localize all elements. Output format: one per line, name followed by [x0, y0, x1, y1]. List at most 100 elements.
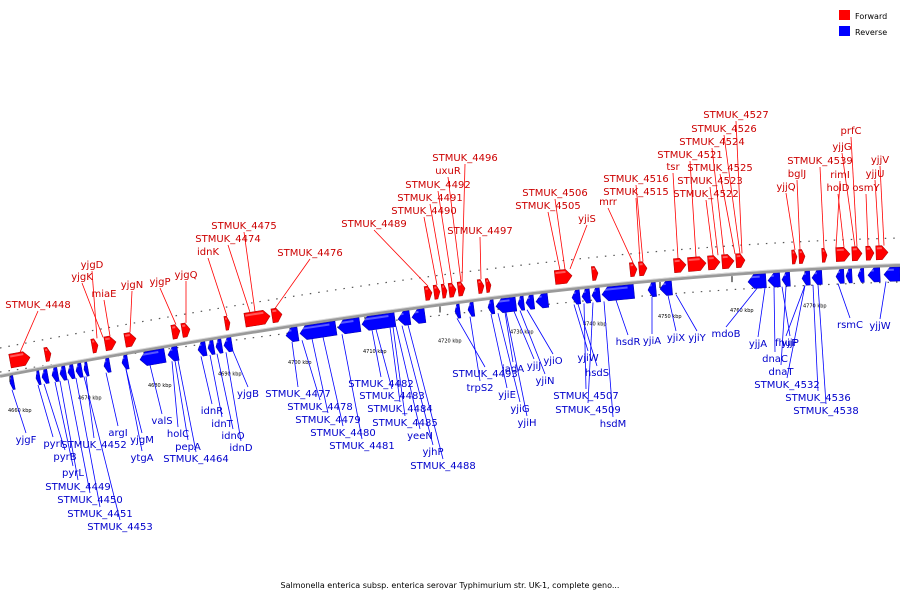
forward-gene-label[interactable]: STMUK_4527 [703, 110, 768, 121]
forward-gene[interactable] [123, 332, 137, 348]
reverse-gene[interactable] [167, 346, 180, 362]
forward-gene-label[interactable]: STMUK_4526 [691, 124, 756, 135]
reverse-gene[interactable] [487, 299, 496, 315]
forward-gene[interactable] [638, 261, 648, 277]
forward-gene[interactable] [687, 256, 707, 272]
reverse-gene[interactable] [103, 357, 112, 373]
reverse-gene-label[interactable]: yjiN [536, 376, 555, 387]
reverse-gene[interactable] [285, 326, 300, 343]
forward-gene-label[interactable]: STMUK_4492 [405, 180, 470, 191]
forward-gene[interactable] [456, 281, 466, 297]
forward-gene[interactable] [629, 262, 638, 278]
reverse-gene-label[interactable]: yjiH [518, 418, 537, 429]
forward-gene-label[interactable]: STMUK_4521 [657, 150, 722, 161]
forward-gene-label[interactable]: yjgQ [175, 270, 198, 281]
reverse-gene-label[interactable]: STMUK_4478 [287, 402, 352, 413]
reverse-gene[interactable] [9, 375, 16, 391]
forward-gene-label[interactable]: tsr [666, 162, 680, 173]
reverse-gene-label[interactable]: pepA [175, 442, 201, 453]
forward-gene-label[interactable]: STMUK_4491 [397, 193, 462, 204]
reverse-gene-label[interactable]: STMUK_4453 [87, 522, 152, 533]
reverse-gene-label[interactable]: yjgF [16, 435, 37, 446]
forward-gene-label[interactable]: STMUK_4474 [195, 234, 260, 245]
reverse-gene-label[interactable]: idnT [211, 419, 233, 430]
reverse-gene[interactable] [41, 368, 50, 384]
forward-gene[interactable] [865, 245, 875, 261]
reverse-gene-label[interactable]: yjgM [130, 435, 154, 446]
reverse-gene[interactable] [223, 337, 234, 353]
forward-gene[interactable] [851, 246, 863, 262]
forward-gene-label[interactable]: STMUK_4489 [341, 219, 406, 230]
forward-gene-label[interactable]: bglJ [788, 169, 806, 180]
reverse-gene[interactable] [215, 338, 224, 354]
forward-gene[interactable] [476, 279, 485, 294]
forward-gene-label[interactable]: STMUK_4497 [447, 226, 512, 237]
reverse-gene-label[interactable]: yjiY [688, 333, 706, 344]
reverse-gene[interactable] [83, 361, 90, 377]
forward-gene[interactable] [673, 258, 687, 274]
reverse-gene[interactable] [75, 362, 84, 378]
reverse-gene[interactable] [35, 370, 42, 386]
forward-gene-label[interactable]: STMUK_4476 [277, 248, 342, 259]
forward-gene-label[interactable]: mrr [599, 197, 618, 208]
reverse-gene-label[interactable]: STMUK_4493 [452, 369, 517, 380]
reverse-gene[interactable] [647, 282, 657, 297]
reverse-gene[interactable] [835, 269, 845, 284]
forward-gene-label[interactable]: yjjG [832, 142, 851, 153]
reverse-gene-label[interactable]: dnaT [769, 367, 795, 378]
reverse-gene-label[interactable]: ytgA [130, 453, 153, 464]
reverse-gene-label[interactable]: yjjW [869, 321, 890, 332]
reverse-gene-label[interactable]: yjiE [498, 390, 516, 401]
forward-gene-label[interactable]: idnK [197, 247, 219, 258]
reverse-gene[interactable] [67, 364, 76, 380]
reverse-gene-label[interactable]: rsmC [837, 320, 863, 331]
reverse-gene-label[interactable]: STMUK_4507 [553, 391, 618, 402]
forward-gene-label[interactable]: STMUK_4475 [211, 221, 276, 232]
reverse-gene[interactable] [535, 293, 550, 309]
reverse-gene[interactable] [59, 365, 68, 381]
forward-gene[interactable] [243, 309, 271, 328]
reverse-gene[interactable] [601, 284, 635, 302]
reverse-gene[interactable] [495, 296, 518, 313]
reverse-gene-label[interactable]: STMUK_4464 [163, 454, 228, 465]
reverse-gene-label[interactable]: fhuF [775, 338, 797, 349]
reverse-gene[interactable] [591, 287, 601, 303]
reverse-gene-label[interactable]: yjiG [510, 404, 529, 415]
forward-gene-label[interactable]: yjgD [81, 260, 104, 271]
reverse-gene-label[interactable]: STMUK_4449 [45, 482, 110, 493]
reverse-gene-label[interactable]: STMUK_4477 [265, 389, 330, 400]
reverse-gene[interactable] [411, 308, 427, 325]
reverse-gene[interactable] [845, 268, 853, 284]
reverse-gene-label[interactable]: yeeN [407, 431, 433, 442]
reverse-gene[interactable] [767, 272, 781, 288]
reverse-gene-label[interactable]: idnD [229, 443, 252, 454]
forward-gene-label[interactable]: yjgK [71, 272, 93, 283]
forward-gene-label[interactable]: STMUK_4539 [787, 156, 852, 167]
reverse-gene-label[interactable]: yjiJ [527, 361, 541, 372]
reverse-gene[interactable] [747, 273, 767, 289]
reverse-gene-label[interactable]: STMUK_4482 [348, 379, 413, 390]
reverse-gene-label[interactable]: yjiX [667, 333, 685, 344]
forward-gene[interactable] [43, 346, 53, 362]
reverse-gene-label[interactable]: STMUK_4450 [57, 495, 122, 506]
reverse-gene-label[interactable]: mdoB [711, 329, 740, 340]
reverse-gene-label[interactable]: STMUK_4536 [785, 393, 850, 404]
reverse-gene-label[interactable]: STMUK_4479 [295, 415, 360, 426]
forward-gene[interactable] [270, 307, 283, 324]
reverse-gene-label[interactable]: STMUK_4480 [310, 428, 375, 439]
reverse-gene[interactable] [659, 280, 673, 296]
reverse-gene[interactable] [207, 340, 216, 355]
reverse-gene-label[interactable]: yjjP [781, 338, 799, 349]
reverse-gene[interactable] [781, 271, 791, 287]
reverse-gene-label[interactable]: holC [167, 429, 189, 440]
forward-gene[interactable] [170, 324, 181, 340]
forward-gene-label[interactable]: prfC [841, 126, 862, 137]
forward-gene[interactable] [440, 283, 448, 299]
forward-gene[interactable] [553, 269, 573, 285]
reverse-gene-label[interactable]: STMUK_4483 [359, 391, 424, 402]
reverse-gene-label[interactable]: yjjA [749, 339, 767, 350]
reverse-gene[interactable] [361, 312, 397, 332]
reverse-gene[interactable] [811, 270, 823, 285]
reverse-gene-label[interactable]: STMUK_4451 [67, 509, 132, 520]
reverse-gene-label[interactable]: yjhP [422, 447, 443, 458]
